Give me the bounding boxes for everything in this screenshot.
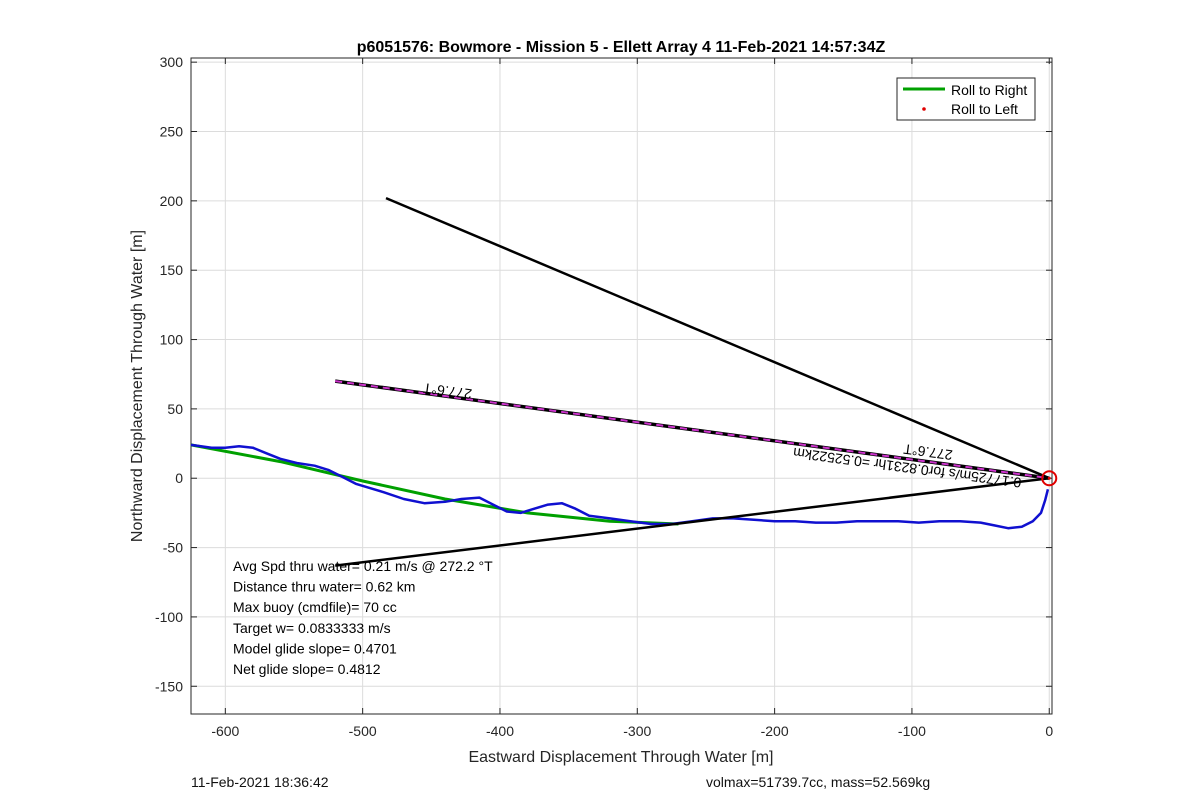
legend: Roll to Right Roll to Left bbox=[896, 77, 1036, 121]
legend-roll-right-label: Roll to Right bbox=[951, 82, 1027, 98]
legend-roll-left-label: Roll to Left bbox=[951, 101, 1018, 117]
y-tick-label: 100 bbox=[160, 332, 184, 348]
footer-glider-params: volmax=51739.7cc, mass=52.569kg bbox=[706, 774, 931, 790]
x-tick-label: -400 bbox=[486, 723, 514, 739]
stats-line: Model glide slope= 0.4701 bbox=[233, 640, 397, 656]
grid bbox=[191, 58, 1052, 714]
heading-annotation: 277.6°T bbox=[422, 380, 473, 402]
stats-line: Avg Spd thru water= 0.21 m/s @ 272.2 °T bbox=[233, 558, 493, 574]
stats-line: Distance thru water= 0.62 km bbox=[233, 579, 415, 595]
stats-line: Net glide slope= 0.4812 bbox=[233, 661, 381, 677]
roll-to-right-line bbox=[190, 443, 679, 526]
y-tick-label: 150 bbox=[160, 262, 184, 278]
x-tick-label: -300 bbox=[623, 723, 651, 739]
y-axis-label: Northward Displacement Through Water [m] bbox=[129, 230, 146, 542]
x-tick-label: -500 bbox=[349, 723, 377, 739]
glider-track-line bbox=[190, 443, 1050, 530]
y-tick-label: -150 bbox=[155, 678, 183, 694]
y-tick-label: -100 bbox=[155, 609, 183, 625]
chart-title: p6051576: Bowmore - Mission 5 - Ellett A… bbox=[357, 39, 886, 56]
y-tick-label: 50 bbox=[167, 401, 183, 417]
legend-box bbox=[896, 77, 1036, 121]
x-tick-label: -200 bbox=[761, 723, 789, 739]
current-vector-dashed bbox=[335, 380, 1050, 480]
y-tick-label: 200 bbox=[160, 193, 184, 209]
x-axis-label: Eastward Displacement Through Water [m] bbox=[468, 749, 773, 766]
series-layer bbox=[190, 196, 1058, 567]
roll-to-left-marker bbox=[1041, 470, 1058, 487]
stats-text: Avg Spd thru water= 0.21 m/s @ 272.2 °T D… bbox=[233, 558, 493, 677]
stats-line: Max buoy (cmdfile)= 70 cc bbox=[233, 599, 397, 615]
x-tick-label: 0 bbox=[1045, 723, 1053, 739]
footer-timestamp: 11-Feb-2021 18:36:42 bbox=[191, 774, 329, 790]
y-tick-label: -50 bbox=[163, 540, 183, 556]
y-tick-label: 300 bbox=[160, 54, 184, 70]
x-tick-label: -600 bbox=[211, 723, 239, 739]
tick-labels: -600 -500 -400 -300 -200 -100 0-150-100-500501… bbox=[155, 54, 1053, 739]
y-tick-label: 0 bbox=[175, 470, 183, 486]
heading-annotation: 277.6°T bbox=[902, 441, 953, 463]
heading-line-upper bbox=[385, 196, 1050, 480]
axes-box bbox=[190, 57, 1053, 715]
roll-to-left-point bbox=[1047, 476, 1051, 480]
stats-line: Target w= 0.0833333 m/s bbox=[233, 620, 391, 636]
heading-line-lower bbox=[335, 476, 1050, 567]
x-tick-label: -100 bbox=[898, 723, 926, 739]
y-tick-label: 250 bbox=[160, 124, 184, 140]
legend-roll-left-swatch bbox=[922, 107, 926, 111]
